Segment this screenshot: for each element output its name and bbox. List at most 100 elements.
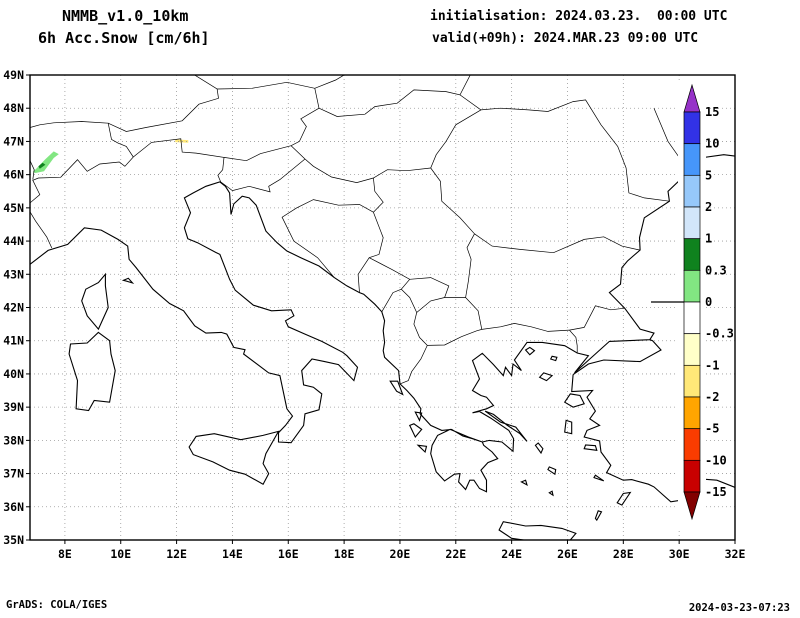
lon-tick-label: 32E	[725, 547, 746, 561]
country-border	[459, 94, 670, 202]
island-coastline	[484, 410, 528, 442]
colorbar-label: -10	[705, 453, 727, 467]
country-border	[217, 75, 345, 90]
colorbar-label: 0.3	[705, 263, 727, 277]
init-time-line: initialisation: 2024.03.23. 00:00 UTC	[430, 9, 728, 24]
lat-tick-label: 48N	[3, 101, 24, 115]
lon-tick-label: 28E	[613, 547, 634, 561]
island-coastline	[593, 474, 605, 482]
lon-tick-label: 30E	[669, 547, 690, 561]
colorbar-segment	[683, 364, 701, 398]
colorbar-label: -5	[705, 422, 719, 436]
geography-layer	[30, 75, 735, 540]
grid-layer	[30, 75, 735, 540]
colorbar-label: 15	[705, 105, 719, 119]
lat-tick-label: 37N	[3, 467, 24, 481]
lat-tick-label: 40N	[3, 367, 24, 381]
lat-tick-label: 42N	[3, 301, 24, 315]
country-border	[481, 323, 570, 332]
island-coastline	[538, 372, 554, 382]
colorbar-label: 2	[705, 200, 712, 214]
lat-tick-label: 39N	[3, 400, 24, 414]
country-border	[373, 177, 384, 213]
colorbar-label: 5	[705, 168, 712, 182]
country-border	[108, 75, 219, 132]
country-border	[399, 345, 428, 385]
country-border	[430, 167, 475, 235]
island-coastline	[563, 393, 585, 408]
island-coastline	[498, 521, 577, 540]
country-border	[223, 88, 320, 162]
colorbar-segment	[683, 396, 701, 430]
country-border	[416, 297, 445, 313]
lat-tick-label: 38N	[3, 433, 24, 447]
lat-tick-label: 46N	[3, 168, 24, 182]
lat-tick-label: 45N	[3, 201, 24, 215]
field-title: 6h Acc.Snow [cm/6h]	[38, 29, 210, 47]
colorbar-label: 1	[705, 232, 712, 246]
lon-tick-label: 10E	[110, 547, 131, 561]
island-coastline	[547, 466, 557, 476]
island-coastline	[616, 491, 632, 506]
lon-tick-label: 14E	[222, 547, 243, 561]
model-name: NMMB_v1.0_10km	[62, 7, 189, 25]
axis-labels: 49N 48N 47N 46N 45N 44N 43N 42N 41N 40N 39N 38N 37N 3…	[3, 68, 745, 561]
lon-tick-label: 12E	[166, 547, 187, 561]
colorbar-label: -2	[705, 390, 719, 404]
island-coastline	[408, 423, 423, 439]
country-border	[381, 279, 410, 312]
colorbar-segment	[683, 459, 701, 493]
valid-time-line: valid(+09h): 2024.MAR.23 09:00 UTC	[432, 31, 699, 46]
lat-tick-label: 49N	[3, 68, 24, 82]
island-coastline	[389, 380, 404, 396]
colorbar-segment	[683, 269, 701, 303]
colorbar-segment	[683, 111, 701, 145]
island-coastline	[414, 411, 423, 422]
island-coastline	[524, 346, 536, 356]
lat-tick-label: 44N	[3, 234, 24, 248]
colorbar-label: 0	[705, 295, 712, 309]
country-border	[281, 199, 374, 278]
coastline	[572, 339, 662, 376]
colorbar-segment	[683, 206, 701, 240]
island-coastline	[188, 430, 280, 485]
colorbar-segment	[683, 333, 701, 366]
island-coastline	[548, 490, 554, 497]
country-border	[30, 138, 230, 204]
country-border	[30, 211, 53, 249]
island-coastline	[416, 444, 428, 454]
country-border	[30, 160, 35, 180]
colorbar-segment	[683, 143, 701, 176]
island-coastline	[583, 444, 598, 451]
country-border	[30, 121, 134, 158]
island-coastline	[549, 355, 558, 362]
country-border	[465, 297, 483, 330]
colorbar-label: -0.3	[705, 327, 734, 341]
lat-tick-label: 35N	[3, 533, 24, 547]
country-border	[318, 75, 471, 117]
lon-tick-label: 18E	[334, 547, 355, 561]
country-border	[290, 145, 431, 183]
colorbar-arrow-bottom	[683, 491, 701, 521]
tick-layer	[26, 74, 736, 544]
country-border	[369, 257, 466, 298]
snow-patch	[32, 151, 59, 173]
country-border	[401, 288, 428, 346]
lat-tick-label: 47N	[3, 134, 24, 148]
lat-tick-label: 36N	[3, 500, 24, 514]
creation-timestamp: 2024-03-23-07:23	[688, 602, 790, 614]
colorbar-segment	[683, 428, 701, 461]
snow-patch	[175, 139, 189, 143]
country-border	[228, 158, 306, 193]
colorbar-label: -1	[705, 358, 719, 372]
lon-tick-label: 22E	[445, 547, 466, 561]
lon-tick-label: 20E	[390, 547, 411, 561]
island-coastline	[81, 272, 109, 331]
country-border	[427, 329, 482, 346]
country-border	[569, 329, 578, 353]
colorbar: 15 10 5 2 1 0.3 0 -0.3 -1 -2 -5 -10 -15	[651, 83, 734, 521]
lon-tick-label: 24E	[501, 547, 522, 561]
colorbar-segment	[683, 238, 701, 271]
